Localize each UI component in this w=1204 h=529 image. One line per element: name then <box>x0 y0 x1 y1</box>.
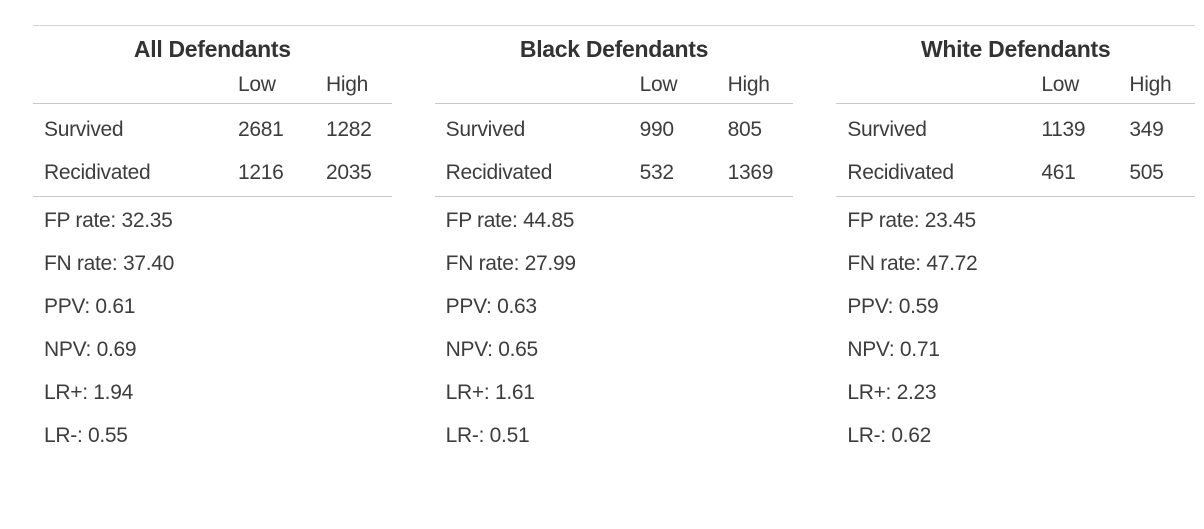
table-row-recidivated: Recidivated 1216 2035 <box>33 151 392 194</box>
stat-fn-rate: FN rate: 47.72 <box>847 252 978 275</box>
stat-lr-plus: LR+: 2.23 <box>847 381 937 404</box>
column-header-low: Low <box>238 73 276 96</box>
stat-lr-plus: LR+: 1.94 <box>44 381 133 404</box>
stat-ppv: PPV: 0.63 <box>445 295 537 318</box>
row-label: Survived <box>445 118 526 141</box>
cell-low: 461 <box>1041 161 1076 184</box>
panel-title: Black Defendants <box>519 36 709 62</box>
stat-npv: NPV: 0.69 <box>44 338 137 361</box>
stat-fn-rate: FN rate: 27.99 <box>445 252 576 275</box>
cell-low: 990 <box>639 118 674 141</box>
stat-ppv: PPV: 0.61 <box>44 295 136 318</box>
column-header-empty <box>435 70 640 100</box>
column-header-high: High <box>326 73 368 96</box>
cell-high: 349 <box>1129 118 1164 141</box>
panel-black-defendants: Black Defendants Low High Survived 990 8… <box>434 26 794 457</box>
row-label: Survived <box>44 118 124 141</box>
stat-fp-rate: FP rate: 44.85 <box>445 209 575 232</box>
column-header-low: Low <box>639 73 678 96</box>
column-header-high: High <box>1129 73 1172 96</box>
panel-title: All Defendants <box>133 36 291 62</box>
stat-npv: NPV: 0.65 <box>445 338 539 361</box>
defendant-tables: All Defendants Low High Survived 2681 12… <box>33 25 1196 457</box>
stat-fp-rate: FP rate: 32.35 <box>44 209 173 232</box>
stat-ppv: PPV: 0.59 <box>847 295 939 318</box>
stats-block: FP rate: 32.35 FN rate: 37.40 PPV: 0.61 … <box>33 197 392 457</box>
stat-lr-minus: LR-: 0.62 <box>847 424 932 447</box>
stat-fn-rate: FN rate: 37.40 <box>44 252 175 275</box>
column-header-low: Low <box>1041 73 1079 96</box>
table-row-recidivated: Recidivated 532 1369 <box>435 151 794 194</box>
column-header-empty <box>836 70 1041 100</box>
table-row-survived: Survived 2681 1282 <box>33 108 392 151</box>
table-body: Survived 1139 349 Recidivated 461 505 <box>836 104 1196 197</box>
row-label: Recidivated <box>847 161 954 184</box>
table-body: Survived 2681 1282 Recidivated 1216 2035 <box>33 104 392 197</box>
stat-fp-rate: FP rate: 23.45 <box>847 209 976 232</box>
row-label: Recidivated <box>445 161 553 184</box>
cell-low: 1216 <box>238 161 284 184</box>
stat-lr-plus: LR+: 1.61 <box>445 381 535 404</box>
panel-all-defendants: All Defendants Low High Survived 2681 12… <box>33 26 392 457</box>
stat-npv: NPV: 0.71 <box>847 338 940 361</box>
stat-lr-minus: LR-: 0.51 <box>445 424 530 447</box>
cell-high: 805 <box>727 118 762 141</box>
cell-low: 2681 <box>238 118 284 141</box>
table-header-row: Low High <box>434 63 794 104</box>
row-label: Survived <box>847 118 927 141</box>
panel-title: White Defendants <box>920 36 1111 62</box>
table-row-survived: Survived 1139 349 <box>836 108 1195 151</box>
cell-high: 1369 <box>727 161 774 184</box>
column-header-high: High <box>727 73 770 96</box>
cell-high: 505 <box>1129 161 1164 184</box>
stats-block: FP rate: 23.45 FN rate: 47.72 PPV: 0.59 … <box>836 197 1195 457</box>
table-header-row: Low High <box>33 63 392 104</box>
row-label: Recidivated <box>44 161 151 184</box>
column-header-empty <box>33 70 238 100</box>
table-row-survived: Survived 990 805 <box>435 108 794 151</box>
stats-block: FP rate: 44.85 FN rate: 27.99 PPV: 0.63 … <box>435 197 794 457</box>
cell-low: 1139 <box>1041 118 1086 141</box>
stat-lr-minus: LR-: 0.55 <box>44 424 128 447</box>
panel-white-defendants: White Defendants Low High Survived 1139 … <box>836 26 1196 457</box>
cell-high: 1282 <box>326 118 372 141</box>
table-body: Survived 990 805 Recidivated 532 1369 <box>434 104 794 197</box>
table-header-row: Low High <box>836 63 1196 104</box>
cell-low: 532 <box>639 161 674 184</box>
table-row-recidivated: Recidivated 461 505 <box>836 151 1195 194</box>
cell-high: 2035 <box>326 161 372 184</box>
